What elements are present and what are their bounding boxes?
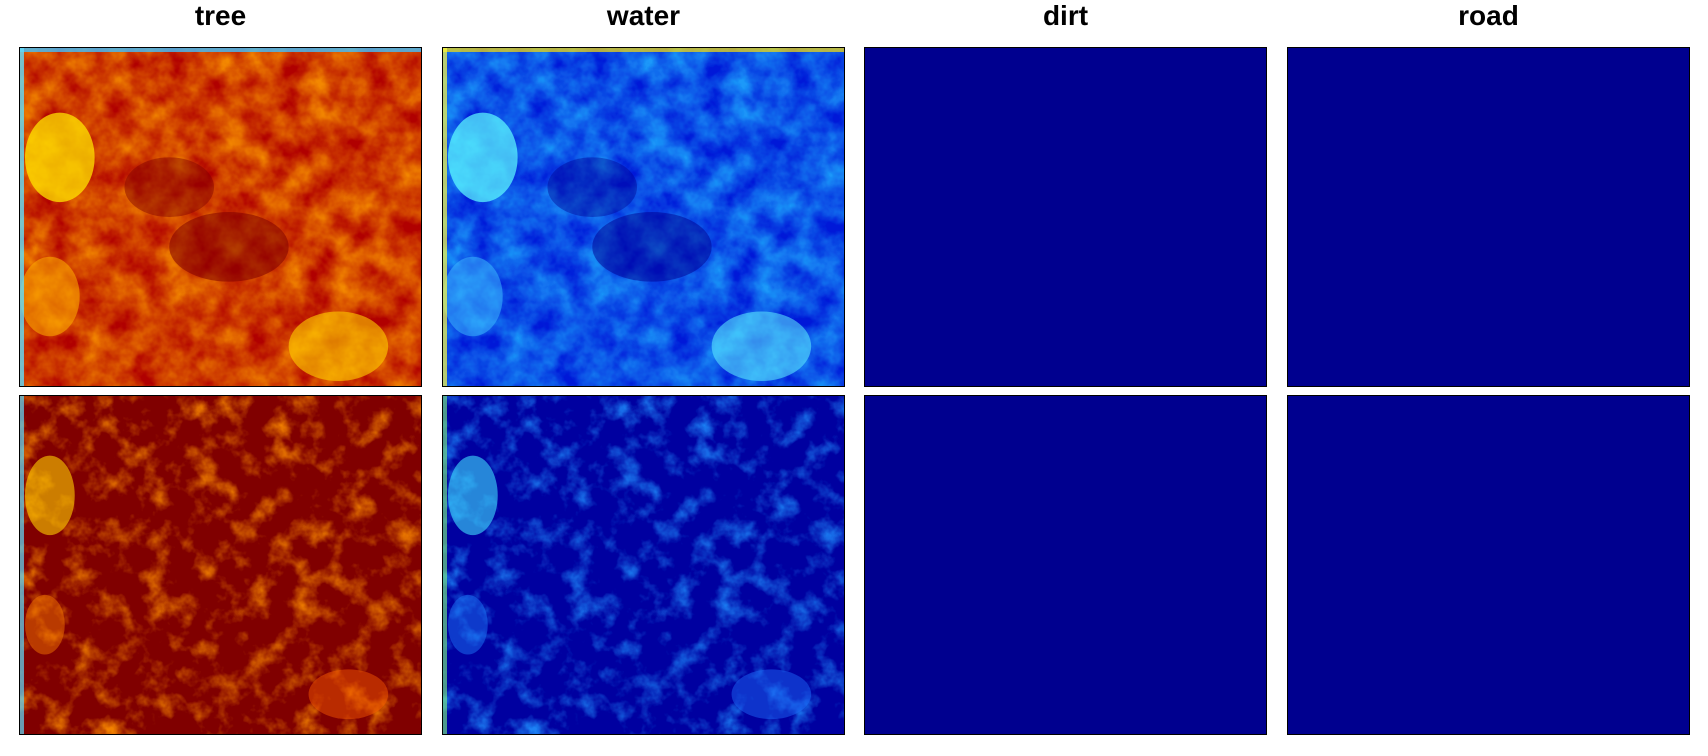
- heatmap-tree-bottom-image: [20, 396, 421, 734]
- heatmap-tree-bottom: [19, 395, 422, 735]
- column-title-road: road: [1458, 0, 1519, 31]
- heatmap-water-bottom: [442, 395, 845, 735]
- heatmap-dirt-top-image: [865, 48, 1266, 386]
- column-title-tree: tree: [194, 0, 247, 31]
- heatmap-road-top: [1287, 47, 1690, 387]
- heatmap-dirt-top: [864, 47, 1267, 387]
- heatmap-water-bottom-image: [443, 396, 844, 734]
- column-title-water: water: [606, 0, 681, 31]
- heatmap-dirt-bottom: [864, 395, 1267, 735]
- heatmap-dirt-bottom-image: [865, 396, 1266, 734]
- heatmap-road-bottom-image: [1288, 396, 1689, 734]
- heatmap-water-top-image: [443, 48, 844, 386]
- heatmap-road-top-image: [1288, 48, 1689, 386]
- heatmap-tree-top: [19, 47, 422, 387]
- heatmap-water-top: [442, 47, 845, 387]
- heatmap-road-bottom: [1287, 395, 1690, 735]
- heatmap-tree-top-image: [20, 48, 421, 386]
- column-title-dirt: dirt: [1042, 0, 1089, 31]
